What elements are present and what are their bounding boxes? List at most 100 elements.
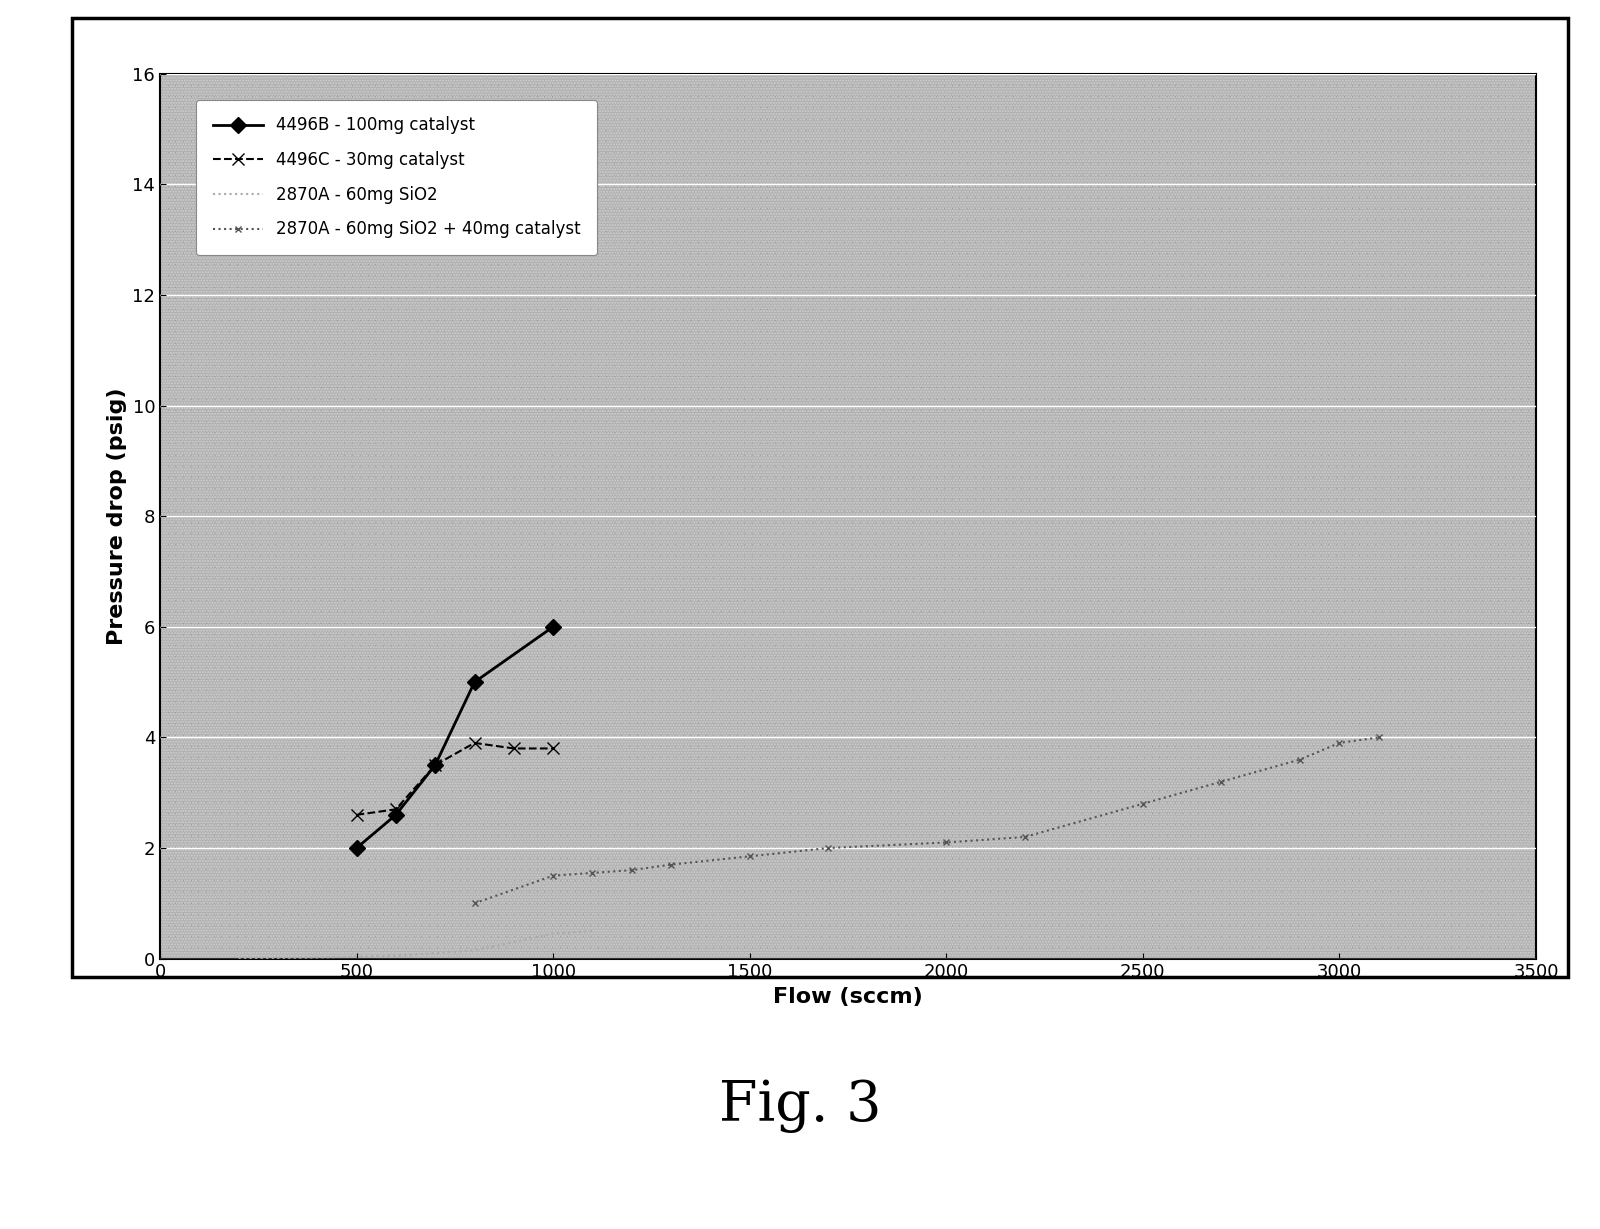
Point <box>1507 736 1533 756</box>
Point <box>954 176 979 195</box>
Point <box>523 535 549 554</box>
Point <box>1400 881 1426 901</box>
Point <box>893 478 918 498</box>
Point <box>402 277 427 296</box>
Point <box>1254 198 1280 218</box>
Point <box>178 64 203 84</box>
Point <box>1054 780 1080 800</box>
Point <box>1523 154 1549 173</box>
Point <box>539 927 565 946</box>
Point <box>1192 209 1218 229</box>
Point <box>202 434 227 454</box>
Point <box>432 456 458 476</box>
Point <box>915 512 941 532</box>
Point <box>1216 434 1242 454</box>
Point <box>440 288 466 307</box>
Point <box>478 613 504 633</box>
Point <box>1123 333 1149 353</box>
Point <box>1230 221 1256 241</box>
Point <box>194 176 219 195</box>
Point <box>1186 758 1211 778</box>
Point <box>1438 209 1464 229</box>
Point <box>1454 221 1480 241</box>
Point <box>1024 747 1050 767</box>
Point <box>317 243 342 263</box>
Point <box>1446 165 1472 184</box>
Point <box>1507 143 1533 162</box>
Point <box>1186 399 1211 419</box>
Point <box>1315 209 1341 229</box>
Point <box>363 848 389 868</box>
Point <box>339 870 365 890</box>
Point <box>317 412 342 431</box>
Point <box>1293 691 1318 710</box>
Point <box>1392 108 1418 128</box>
Point <box>846 254 872 274</box>
Point <box>1469 590 1494 610</box>
Point <box>394 512 419 532</box>
Point <box>824 747 850 767</box>
Point <box>594 702 619 721</box>
Point <box>325 870 350 890</box>
Point <box>1016 791 1042 811</box>
Point <box>1307 892 1333 912</box>
Point <box>355 478 381 498</box>
Point <box>1123 64 1149 84</box>
Point <box>693 702 718 721</box>
Point <box>224 344 250 364</box>
Point <box>416 791 442 811</box>
Point <box>709 221 734 241</box>
Point <box>986 815 1011 834</box>
Point <box>939 546 965 565</box>
Point <box>523 456 549 476</box>
Point <box>1230 747 1256 767</box>
Point <box>363 132 389 151</box>
Point <box>909 804 934 823</box>
Point <box>838 837 864 857</box>
Point <box>1269 804 1294 823</box>
Point <box>901 512 926 532</box>
Point <box>762 209 787 229</box>
Point <box>1370 209 1395 229</box>
Point <box>517 322 542 342</box>
Point <box>163 691 189 710</box>
Point <box>1008 826 1034 846</box>
Point <box>778 702 803 721</box>
Point <box>1339 311 1365 331</box>
Point <box>509 780 534 800</box>
Point <box>1054 546 1080 565</box>
Point <box>1378 434 1403 454</box>
Point <box>1238 658 1264 677</box>
Point <box>901 143 926 162</box>
Point <box>224 791 250 811</box>
Point <box>1216 557 1242 576</box>
Point <box>717 500 742 520</box>
Point <box>1101 613 1126 633</box>
Point <box>747 288 773 307</box>
Point <box>1424 680 1450 699</box>
Point <box>786 377 811 397</box>
Point <box>794 344 819 364</box>
Point <box>608 388 634 408</box>
Point <box>1323 613 1349 633</box>
Point <box>723 478 749 498</box>
Point <box>402 702 427 721</box>
Point <box>1008 905 1034 924</box>
Point <box>947 86 973 106</box>
Point <box>1293 344 1318 364</box>
Point <box>662 590 688 610</box>
Point <box>186 221 211 241</box>
Point <box>555 445 581 465</box>
Point <box>978 601 1003 621</box>
Point <box>517 590 542 610</box>
Point <box>1392 423 1418 442</box>
Point <box>1331 892 1357 912</box>
Point <box>485 120 510 140</box>
Point <box>578 804 603 823</box>
Point <box>1008 254 1034 274</box>
Point <box>1408 198 1434 218</box>
Point <box>685 949 710 968</box>
Point <box>901 870 926 890</box>
Point <box>454 938 480 957</box>
Point <box>885 916 910 935</box>
